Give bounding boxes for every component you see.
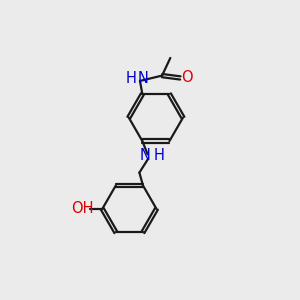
Text: O: O	[181, 70, 193, 86]
Text: OH: OH	[71, 201, 94, 216]
Text: H: H	[126, 71, 136, 86]
Text: N: N	[137, 71, 148, 86]
Text: N: N	[139, 148, 150, 163]
Text: H: H	[153, 148, 164, 163]
